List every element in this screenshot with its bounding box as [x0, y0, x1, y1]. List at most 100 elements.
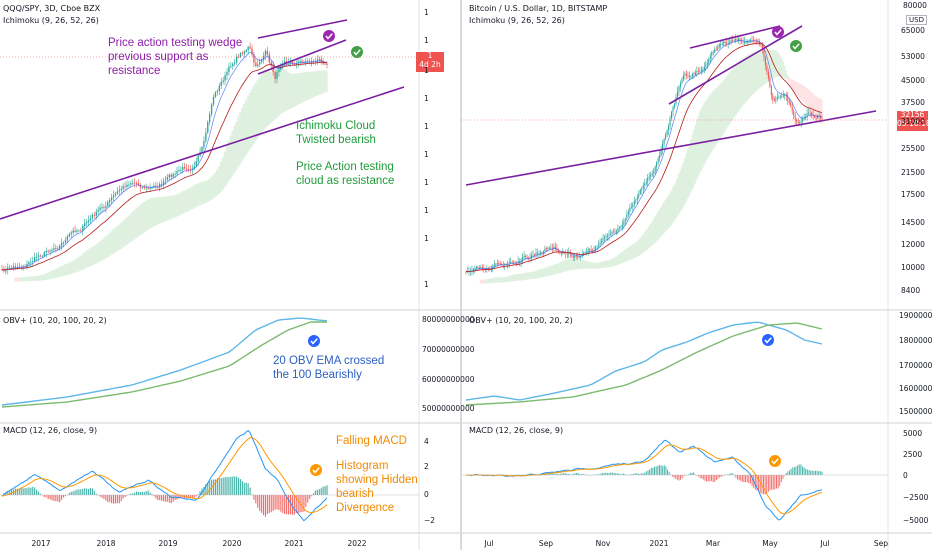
right-price-tick: 25500 [901, 144, 925, 153]
right-cloud-segment [740, 59, 743, 108]
left-macd-hist-bar [34, 487, 36, 495]
right-cloud-segment [651, 221, 653, 246]
right-candle [508, 262, 510, 265]
right-macd-hist-bar [517, 474, 519, 475]
left-cloud-segment [102, 238, 105, 260]
left-cloud-segment [310, 71, 313, 99]
right-macd-hist-bar [611, 472, 613, 475]
right-cloud-segment [502, 277, 504, 283]
currency-badge[interactable]: USD [906, 15, 927, 25]
right-candle [782, 95, 784, 97]
right-macd-hist-bar [603, 472, 605, 475]
right-candle [729, 41, 731, 44]
left-x-tick: 2022 [347, 539, 367, 548]
left-candle [72, 230, 74, 233]
right-candle [772, 95, 774, 100]
right-candle [802, 119, 804, 122]
left-cloud-segment [231, 130, 234, 176]
left-candle [230, 66, 232, 67]
right-candle [644, 183, 646, 186]
left-cloud-segment [166, 196, 169, 221]
right-candle [721, 43, 723, 45]
right-cloud-segment [479, 279, 482, 284]
left-cloud-segment [81, 254, 84, 270]
right-candle [556, 248, 558, 251]
right-macd-hist-bar [655, 466, 657, 475]
left-macd-tick: 4 [424, 437, 429, 446]
right-obv-tick: 1700000 [899, 361, 932, 370]
right-macd-label[interactable]: MACD (12, 26, close, 9) [469, 426, 564, 435]
right-candle [481, 267, 483, 269]
right-macd-hist-bar [566, 473, 568, 475]
left-cloud-segment [204, 180, 207, 203]
right-ichimoku-label[interactable]: Ichimoku (9, 26, 52, 26) [469, 16, 565, 25]
right-macd-hist-bar [572, 473, 574, 475]
right-symbol-title[interactable]: Bitcoin / U.S. Dollar, 1D, BITSTAMP [469, 4, 608, 13]
left-candle [232, 63, 234, 67]
left-ichimoku-label[interactable]: Ichimoku (9, 26, 52, 26) [3, 16, 99, 25]
annotation-wedge: Price action testing wedge previous supp… [108, 36, 242, 78]
left-candle [103, 207, 105, 209]
right-macd-hist-bar [798, 464, 800, 475]
right-cloud-segment [610, 258, 613, 267]
right-cloud-segment [804, 86, 807, 105]
right-macd-hist-bar [712, 475, 714, 483]
right-cloud-segment [639, 238, 641, 256]
left-symbol-title[interactable]: QQQ/SPY, 3D, Cboe BZX [3, 4, 101, 13]
right-macd-hist-bar [785, 472, 787, 475]
left-candle [228, 66, 230, 73]
annotation-cloud-line1: Ichimoku Cloud [296, 120, 376, 132]
left-macd-label[interactable]: MACD (12, 26, close, 9) [3, 426, 98, 435]
right-cloud-segment [710, 92, 713, 153]
right-cloud-segment [490, 278, 492, 284]
left-candle [249, 46, 251, 49]
right-macd-hist-bar [741, 475, 743, 482]
left-obv-label[interactable]: OBV+ (10, 20, 100, 20, 2) [3, 316, 107, 325]
left-macd-hist-bar [32, 486, 34, 495]
right-candle [472, 269, 474, 271]
right-candle [596, 246, 598, 248]
right-macd-hist-bar [730, 473, 732, 475]
right-cloud-segment [518, 273, 521, 281]
left-cloud-segment [179, 192, 182, 215]
left-candle [245, 50, 247, 52]
right-cloud-segment [645, 230, 647, 251]
left-candle [97, 209, 99, 212]
right-obv-label[interactable]: OBV+ (10, 20, 100, 20, 2) [469, 316, 573, 325]
left-candle [62, 242, 65, 244]
left-macd-hist-bar [320, 488, 322, 495]
left-candle [160, 183, 163, 185]
right-macd-hist-bar [584, 474, 586, 475]
right-cloud-segment [531, 271, 534, 280]
right-cloud-segment [606, 260, 609, 268]
right-cloud-segment [493, 277, 495, 283]
right-cloud-segment [667, 195, 670, 229]
left-price-tick: 1 [424, 234, 429, 243]
left-cloud-segment [106, 234, 109, 258]
right-cloud-segment [758, 51, 761, 89]
left-price-tick: 1 [424, 280, 429, 289]
right-support-trendline [465, 110, 877, 186]
left-candle [107, 202, 109, 207]
right-macd-hist-bar [554, 474, 556, 475]
right-candle [583, 252, 585, 255]
right-candle [665, 135, 667, 139]
left-candle [143, 187, 145, 189]
left-candle [118, 190, 120, 192]
left-cloud-segment [200, 181, 203, 205]
right-macd-hist-bar [675, 475, 677, 479]
right-candle [650, 175, 652, 177]
right-candle [687, 75, 689, 77]
left-macd-hist-bar [197, 494, 199, 495]
right-candle [545, 248, 547, 250]
right-candle [550, 247, 552, 249]
right-macd-hist-bar [701, 475, 703, 479]
right-macd-hist-bar [790, 468, 792, 475]
right-macd-hist-bar [559, 473, 561, 475]
right-wedge-upper [689, 25, 781, 49]
right-x-tick: 2021 [649, 539, 669, 548]
right-macd-hist-bar [520, 475, 522, 476]
left-candle [18, 266, 20, 268]
left-cloud-segment [183, 190, 186, 214]
right-macd-hist-bar [593, 474, 595, 475]
